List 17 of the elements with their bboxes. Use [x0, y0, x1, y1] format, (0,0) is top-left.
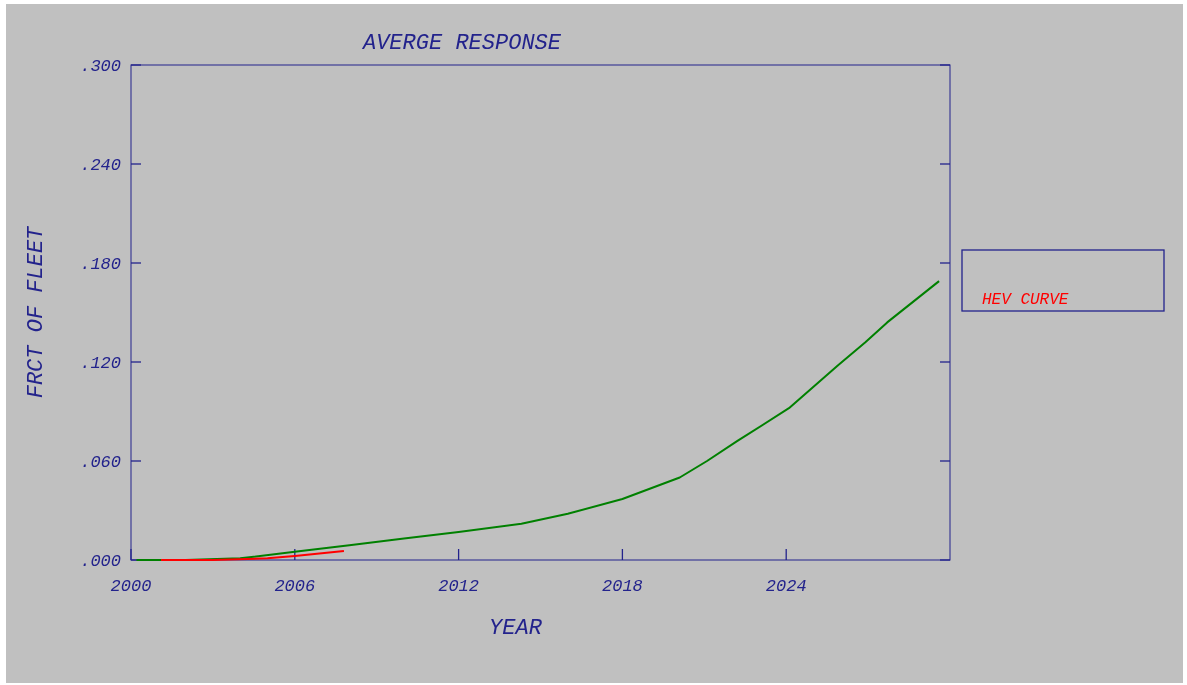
y-tick-label: .000	[80, 552, 121, 571]
x-axis-title: YEAR	[489, 616, 543, 641]
x-tick-label: 2012	[438, 577, 480, 596]
x-tick-label: 2000	[110, 577, 152, 596]
x-tick-label: 2024	[765, 577, 807, 596]
text: HEV CURVE	[982, 291, 1069, 309]
y-tick-label: .300	[80, 57, 121, 76]
x-tick-label: 2018	[601, 577, 643, 596]
line-series	[160, 550, 345, 561]
line-series	[135, 280, 941, 561]
y-tick-label: .120	[80, 354, 121, 373]
x-tick-label: 2006	[274, 577, 316, 596]
y-tick-label: .060	[80, 453, 121, 472]
y-axis-title: FRCT OF FLEET	[24, 224, 49, 399]
chart-title: AVERGE RESPONSE	[360, 31, 562, 56]
y-tick-label: .240	[80, 156, 121, 175]
y-tick-label: .180	[80, 255, 121, 274]
